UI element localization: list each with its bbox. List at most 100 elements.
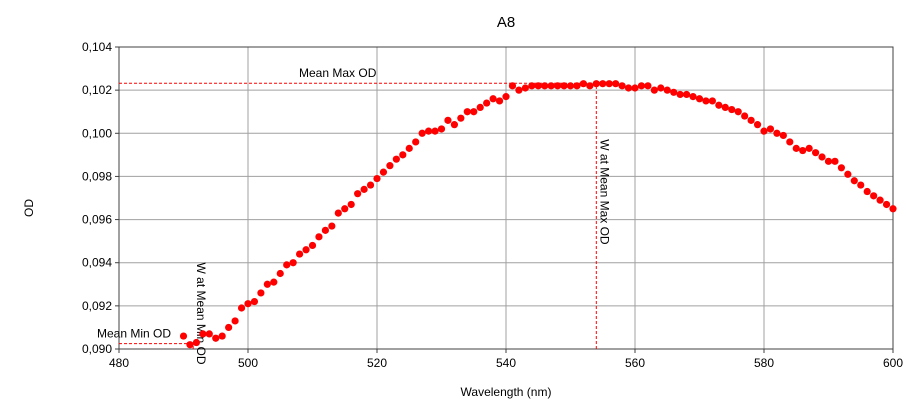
y-tick-label: 0,094 xyxy=(82,256,112,270)
data-point xyxy=(741,112,749,120)
data-point xyxy=(250,297,259,306)
data-point xyxy=(831,157,839,165)
data-point xyxy=(573,82,581,90)
data-point xyxy=(631,84,639,92)
data-point xyxy=(405,144,413,152)
y-tick-label: 0,090 xyxy=(82,342,112,356)
annotations: Mean Max OD Mean Min OD W at Mean Max OD W … xyxy=(97,66,611,365)
data-point xyxy=(708,97,717,105)
x-tick-label: 580 xyxy=(754,356,774,370)
data-point xyxy=(566,82,575,90)
data-point xyxy=(683,90,691,99)
data-point xyxy=(495,97,504,105)
y-tick-label: 0,098 xyxy=(82,169,112,183)
data-point xyxy=(399,151,407,159)
data-point xyxy=(444,116,452,124)
data-point xyxy=(379,168,388,176)
data-point xyxy=(270,278,278,286)
data-point xyxy=(283,261,291,269)
data-point xyxy=(521,84,529,92)
data-point xyxy=(786,138,794,146)
x-tick-label: 560 xyxy=(625,356,645,370)
x-tick-label: 520 xyxy=(367,356,387,370)
chart-title: A8 xyxy=(497,14,515,31)
data-point xyxy=(812,149,820,157)
data-point xyxy=(689,93,697,101)
data-point xyxy=(805,144,813,152)
data-point xyxy=(360,185,368,193)
data-point xyxy=(792,144,800,152)
data-point xyxy=(547,82,555,90)
data-point xyxy=(870,192,878,200)
data-point xyxy=(850,177,858,185)
y-axis-label: OD xyxy=(22,199,36,217)
data-point xyxy=(470,108,478,116)
data-point xyxy=(760,127,768,135)
data-points xyxy=(179,80,897,349)
data-point xyxy=(212,334,220,342)
data-point xyxy=(315,233,323,241)
data-point xyxy=(586,82,594,90)
y-tick-label: 0,096 xyxy=(82,213,112,227)
data-point xyxy=(844,170,852,178)
data-point xyxy=(599,80,607,88)
data-point xyxy=(328,222,336,230)
data-point xyxy=(392,155,400,163)
data-point xyxy=(624,84,633,92)
data-point xyxy=(244,300,252,308)
data-point xyxy=(734,108,742,116)
data-point xyxy=(818,153,826,161)
data-point xyxy=(618,82,626,90)
data-point xyxy=(605,80,613,88)
data-point xyxy=(237,304,246,312)
data-point xyxy=(715,101,723,109)
data-point xyxy=(663,86,671,94)
data-point xyxy=(799,146,807,155)
data-point xyxy=(483,99,491,107)
data-point xyxy=(296,250,304,258)
reference-line-label: W at Mean Min OD xyxy=(194,263,208,365)
y-tick-label: 0,100 xyxy=(82,126,112,140)
data-point xyxy=(334,209,342,217)
data-point xyxy=(179,332,188,340)
data-point xyxy=(347,200,355,209)
data-point xyxy=(644,82,652,90)
data-point xyxy=(676,90,684,99)
x-tick-label: 480 xyxy=(109,356,129,370)
data-point xyxy=(863,187,871,196)
data-point xyxy=(766,125,775,133)
data-point xyxy=(463,108,471,116)
x-tick-label: 600 xyxy=(883,356,903,370)
data-point xyxy=(695,95,704,103)
data-point xyxy=(579,80,588,88)
data-point xyxy=(476,103,484,111)
data-point xyxy=(192,338,200,347)
data-point xyxy=(554,82,562,90)
data-point xyxy=(263,280,271,288)
reference-line-label: Mean Max OD xyxy=(299,66,377,80)
y-tick-label: 0,102 xyxy=(82,83,112,97)
x-axis-label: Wavelength (nm) xyxy=(461,385,552,399)
data-point xyxy=(528,82,536,90)
data-point xyxy=(308,241,317,250)
x-tick-label: 540 xyxy=(496,356,516,370)
data-point xyxy=(354,190,362,198)
data-point xyxy=(425,127,433,135)
reference-line-label: Mean Min OD xyxy=(97,327,171,341)
data-point xyxy=(489,95,497,103)
data-point xyxy=(457,114,465,122)
data-point xyxy=(186,341,194,349)
data-point xyxy=(670,88,678,96)
data-point xyxy=(728,105,736,114)
x-tick-label: 500 xyxy=(238,356,258,370)
data-point xyxy=(612,80,620,88)
data-point xyxy=(321,226,329,234)
data-point xyxy=(534,82,542,90)
data-point xyxy=(218,332,226,340)
data-point xyxy=(508,82,517,90)
data-point xyxy=(437,125,446,133)
data-point xyxy=(657,84,665,92)
reference-line-label: W at Mean Max OD xyxy=(597,139,611,245)
data-point xyxy=(289,259,297,267)
